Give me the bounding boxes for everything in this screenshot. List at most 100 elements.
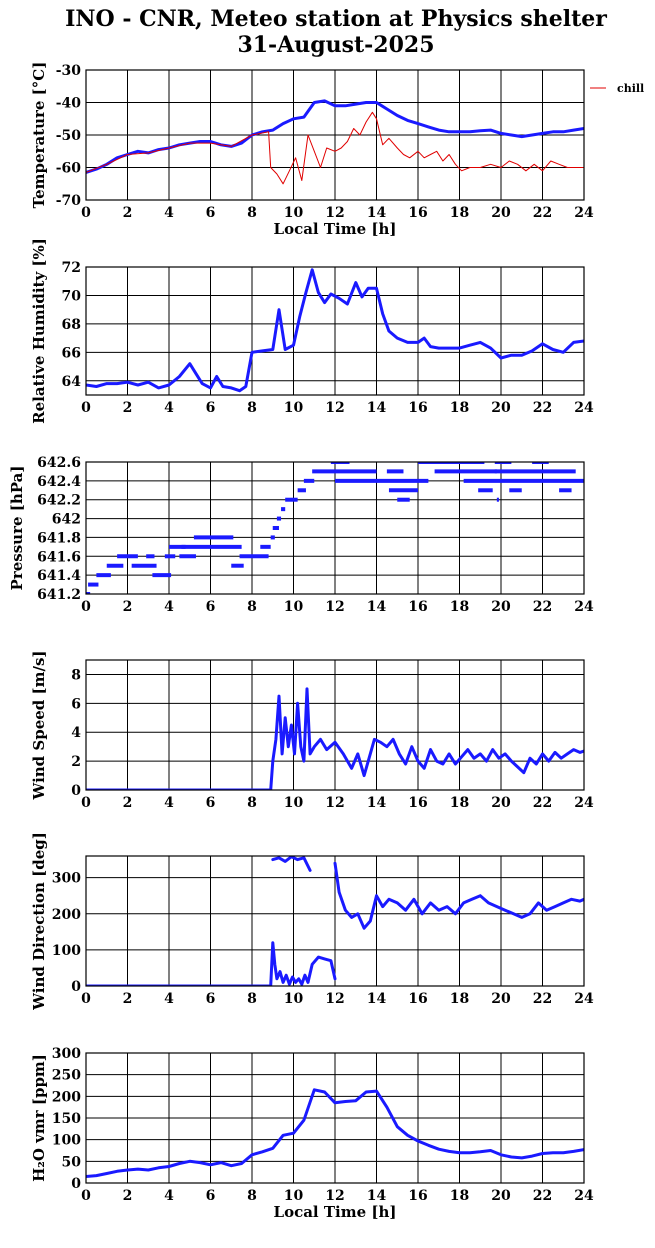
plot-frame [85,266,585,396]
x-tick-label: 8 [247,205,257,221]
plot-frame [85,659,585,791]
x-tick-label: 12 [325,599,344,615]
y-tick-label: 250 [52,1068,81,1084]
y-axis-label: Wind Direction [deg] [30,832,48,1011]
plot-frame [85,1052,585,1184]
y-tick-label: 4 [71,725,81,741]
x-tick-label: 22 [533,400,552,416]
x-tick-label: 24 [574,205,594,221]
x-tick-label: 22 [533,991,552,1007]
x-tick-label: 10 [284,599,304,615]
y-tick-label: 642 [52,512,81,528]
x-tick-label: 12 [325,205,344,221]
x-tick-label: 14 [367,400,387,416]
x-tick-label: 22 [533,599,552,615]
y-tick-label: 0 [71,979,81,995]
x-tick-label: 12 [325,991,344,1007]
y-tick-label: 641.2 [37,587,81,603]
y-tick-label: 200 [52,1089,81,1105]
x-tick-label: 20 [491,599,511,615]
y-tick-label: 0 [71,783,81,799]
x-tick-label: 20 [491,1188,511,1204]
x-tick-label: 18 [450,991,469,1007]
y-tick-label: 2 [71,754,81,770]
x-tick-label: 2 [123,205,133,221]
x-tick-label: 4 [164,1188,174,1204]
x-tick-label: 8 [247,795,257,811]
x-tick-label: 10 [284,400,304,416]
y-tick-label: -60 [56,161,82,177]
x-tick-label: 24 [574,400,594,416]
figure-title-line1: INO - CNR, Meteo station at Physics shel… [65,6,607,32]
y-axis-label: H₂O vmr [ppm] [30,1054,48,1182]
chart-pressure: 0 2 4 6 8 10 12 14 16 18 20 22 24641.2641.4641.6641.… [8,455,594,615]
x-tick-label: 16 [408,400,427,416]
series-line-0 [86,687,584,790]
x-tick-label: 16 [408,1188,427,1204]
x-tick-label: 0 [81,795,91,811]
y-tick-label: 300 [52,871,81,887]
y-tick-label: 66 [62,345,81,361]
x-tick-label: 6 [206,1188,216,1204]
y-tick-label: 641.4 [37,568,81,584]
y-tick-label: 642.2 [37,493,81,509]
x-tick-label: 22 [533,795,552,811]
x-tick-label: 14 [367,599,387,615]
x-tick-label: 18 [450,400,469,416]
x-tick-label: 4 [164,400,174,416]
x-tick-label: 10 [284,1188,304,1204]
x-tick-label: 6 [206,205,216,221]
x-tick-label: 4 [164,205,174,221]
x-tick-label: 20 [491,795,511,811]
x-tick-label: 12 [325,1188,344,1204]
y-tick-label: 68 [62,317,81,333]
series-group [86,268,584,393]
x-tick-label: 16 [408,599,427,615]
series-line-2 [333,861,584,930]
x-tick-label: 16 [408,991,427,1007]
x-tick-label: 14 [367,991,387,1007]
series-group [86,687,584,790]
x-tick-label: 2 [123,795,133,811]
x-tick-label: 16 [408,795,427,811]
y-tick-label: 64 [62,374,82,390]
y-tick-label: 100 [52,943,81,959]
x-tick-label: 18 [450,795,469,811]
x-tick-label: 14 [367,1188,387,1204]
x-tick-label: 12 [325,795,344,811]
panels: 0 2 4 6 8 10 12 14 16 18 20 22 24-70-60-50-40-30Temp… [8,62,644,1221]
y-tick-label: 100 [52,1133,81,1149]
x-tick-label: 24 [574,991,594,1007]
x-tick-label: 2 [123,991,133,1007]
series-group [86,462,584,594]
y-axis-label: Wind Speed [m/s] [30,650,48,800]
x-tick-label: 6 [206,599,216,615]
x-axis-label: Local Time [h] [274,1203,397,1221]
plot-frame [85,69,585,201]
x-tick-label: 10 [284,795,304,811]
plot-frame [85,461,585,595]
x-tick-label: 8 [247,599,257,615]
x-tick-label: 20 [491,205,511,221]
series-group [86,99,584,185]
x-tick-label: 14 [367,205,387,221]
x-tick-label: 0 [81,400,91,416]
series-line-0 [86,268,584,393]
x-tick-label: 8 [247,400,257,416]
x-tick-label: 2 [123,400,133,416]
y-tick-label: 642.6 [37,455,81,471]
x-tick-label: 4 [164,991,174,1007]
y-tick-label: 8 [71,667,81,683]
figure-title-line2: 31-August-2025 [237,32,434,58]
chart-humidity: 0 2 4 6 8 10 12 14 16 18 20 22 246466687072Relative … [30,238,594,424]
plot-frame [85,855,585,987]
y-tick-label: 6 [71,696,81,712]
x-tick-label: 20 [491,400,511,416]
y-tick-label: 0 [71,1176,81,1192]
y-tick-label: 300 [52,1046,81,1062]
x-tick-label: 0 [81,205,91,221]
x-tick-label: 18 [450,599,469,615]
series-line-0 [86,941,337,986]
